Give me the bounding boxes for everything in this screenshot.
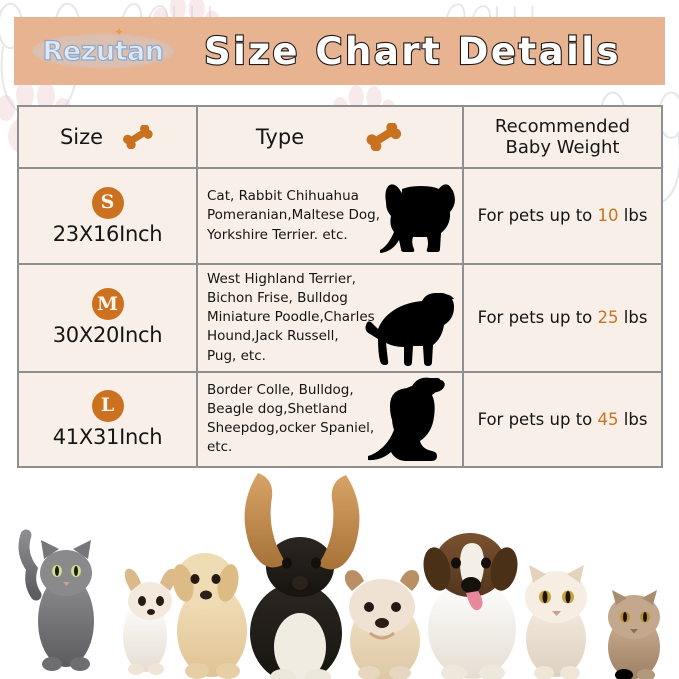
type-cell: Border Colle, Bulldog, Beagle dog,Shetla…: [196, 370, 464, 468]
breed-list: West Highland Terrier, Bichon Frise, Bul…: [207, 271, 375, 364]
weight-suffix: lbs: [618, 409, 648, 429]
size-badge: S: [91, 186, 124, 219]
size-cell: L 41X31Inch: [17, 370, 198, 468]
puppy-sitting-silhouette-icon: [380, 173, 458, 261]
weight-cell: For pets up to 25 lbs: [462, 263, 663, 373]
page-title: Size Chart Details: [203, 29, 621, 73]
spaniel-sitting-silhouette-icon: [368, 372, 456, 464]
size-dimensions: 30X20Inch: [52, 323, 163, 348]
table-header-row: Size: [17, 105, 663, 169]
size-dimensions: 23X16Inch: [52, 221, 163, 246]
weight-prefix: For pets up to: [477, 308, 598, 328]
weight-value: 45: [597, 409, 619, 429]
cream-persian-kitten: [525, 565, 587, 679]
size-cell: S 23X16Inch: [17, 167, 198, 265]
weight-prefix: For pets up to: [477, 409, 598, 429]
size-badge: L: [91, 389, 124, 422]
english-bulldog-puppy: [344, 570, 420, 679]
type-cell: Cat, Rabbit Chihuahua Pomeranian,Maltese…: [196, 167, 464, 265]
weight-suffix: lbs: [618, 206, 648, 226]
breed-list: Cat, Rabbit Chihuahua Pomeranian,Maltese…: [207, 188, 381, 243]
size-cell: M 30X20Inch: [17, 263, 198, 373]
size-badge: M: [91, 288, 124, 321]
brand-name: Rezutan: [42, 35, 165, 67]
column-header-size: Size: [17, 105, 198, 169]
column-header-weight: Recommended Baby Weight: [462, 105, 663, 169]
column-header-size-label: Size: [59, 125, 104, 149]
labrador-standing-silhouette-icon: [364, 287, 460, 367]
breed-list: Border Colle, Bulldog, Beagle dog,Shetla…: [207, 381, 375, 456]
table-row: M 30X20Inch West Highland Terrier, Bicho…: [17, 263, 663, 373]
table-row: S 23X16Inch Cat, Rabbit Chihuahua Pomera…: [17, 167, 663, 265]
brown-persian-kitten: [608, 590, 660, 679]
group-of-pets-photo: [0, 461, 679, 679]
chihuahua: [123, 568, 177, 675]
weight-value: 10: [597, 206, 619, 226]
weight-cell: For pets up to 10 lbs: [462, 167, 663, 265]
size-dimensions: 41X31Inch: [52, 424, 163, 449]
table-row: L 41X31Inch Border Colle, Bulldog, Beagl…: [17, 370, 663, 468]
column-header-type: Type: [196, 105, 464, 169]
sparkle-icon: ✦: [114, 25, 125, 39]
brand-logo: Rezutan ✦: [28, 25, 178, 74]
column-header-type-label: Type: [255, 125, 305, 149]
weight-prefix: For pets up to: [477, 206, 598, 226]
size-chart-table: Size: [17, 105, 663, 468]
column-header-weight-label: Recommended Baby Weight: [494, 115, 631, 158]
bone-icon: [121, 125, 155, 149]
type-cell: West Highland Terrier, Bichon Frise, Bul…: [196, 263, 464, 373]
weight-value: 25: [597, 308, 619, 328]
header-banner: Rezutan ✦ Size Chart Details: [14, 17, 665, 85]
weight-suffix: lbs: [618, 308, 648, 328]
weight-cell: For pets up to 45 lbs: [462, 370, 663, 468]
bone-icon: [364, 123, 404, 151]
